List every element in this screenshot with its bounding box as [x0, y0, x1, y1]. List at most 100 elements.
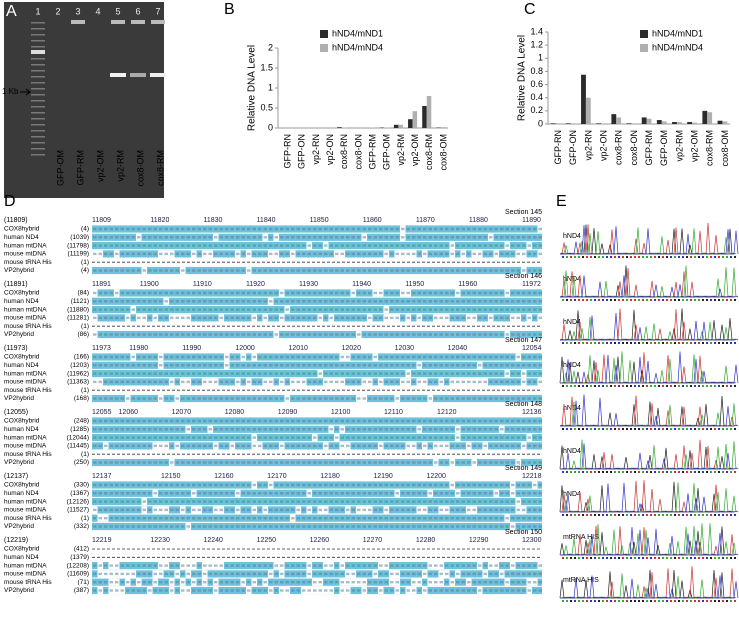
- base: [285, 364, 289, 367]
- ladder-band: [31, 58, 45, 60]
- ladder-band: [31, 22, 45, 24]
- bar: [702, 110, 708, 124]
- x-tick-label: vp2-RN: [311, 134, 321, 165]
- base: [456, 564, 460, 567]
- base: [538, 492, 542, 495]
- base: [357, 572, 361, 576]
- base: [483, 419, 487, 423]
- position-tick: 12170: [267, 473, 287, 480]
- base: [98, 269, 102, 272]
- base: [252, 444, 256, 448]
- base: [170, 444, 174, 448]
- base: [269, 436, 273, 439]
- base: [164, 428, 168, 431]
- base: [137, 355, 141, 359]
- base-call: [606, 256, 608, 258]
- base: [219, 483, 223, 487]
- base: [395, 380, 399, 384]
- base: [368, 589, 372, 592]
- base: [538, 227, 542, 231]
- base: [302, 508, 306, 512]
- row-name: VP2hybrid: [4, 587, 34, 594]
- base: [164, 525, 168, 528]
- base-call: [674, 299, 676, 301]
- position-tick: 11910: [193, 281, 212, 288]
- base: [142, 227, 146, 231]
- base: [131, 428, 135, 431]
- base-call: [662, 342, 664, 344]
- base: [104, 291, 108, 295]
- base: [164, 333, 168, 336]
- base: [98, 364, 102, 367]
- base: [478, 300, 482, 303]
- base: [126, 461, 130, 464]
- base: [291, 572, 295, 576]
- base-call: [586, 600, 588, 602]
- base: [98, 500, 102, 503]
- base: [467, 269, 471, 272]
- base-call: [662, 385, 664, 387]
- base: [527, 236, 531, 239]
- base-call: [670, 471, 672, 473]
- base-call: [650, 385, 652, 387]
- base: [494, 500, 498, 503]
- base: [478, 461, 482, 464]
- base-call: [718, 514, 720, 516]
- base: [357, 461, 361, 464]
- base: [241, 300, 245, 303]
- base: [263, 444, 267, 448]
- base-call: [666, 299, 668, 301]
- base: [357, 589, 361, 592]
- base: [318, 333, 322, 336]
- base-call: [734, 471, 736, 473]
- base: [153, 316, 157, 320]
- base: [428, 517, 432, 520]
- base: [390, 244, 394, 247]
- base: [390, 517, 394, 520]
- base: [307, 308, 311, 311]
- base: [247, 461, 251, 464]
- base: [511, 308, 515, 311]
- base: [516, 269, 520, 272]
- base: [379, 444, 383, 448]
- row-position: (1285): [70, 426, 89, 433]
- row-name: mouse tRNA His: [4, 515, 52, 522]
- base: [456, 517, 460, 520]
- base: [258, 252, 262, 256]
- base-call: [710, 471, 712, 473]
- base: [313, 444, 317, 448]
- base: [159, 508, 163, 512]
- base: [423, 525, 427, 528]
- base: [252, 364, 256, 367]
- base: [98, 227, 102, 231]
- base: [395, 333, 399, 336]
- base: [93, 428, 97, 431]
- base-call: [690, 256, 692, 258]
- base: [280, 517, 284, 520]
- base: [181, 581, 185, 584]
- base-call: [730, 342, 732, 344]
- base: [357, 500, 361, 503]
- base: [280, 564, 284, 567]
- base: [137, 444, 141, 448]
- base-call: [638, 299, 640, 301]
- base: [148, 300, 152, 303]
- base: [340, 508, 344, 512]
- base: [109, 508, 113, 512]
- row-name: human mtDNA: [4, 306, 47, 313]
- base: [472, 291, 476, 295]
- base: [472, 316, 476, 320]
- base: [318, 564, 322, 567]
- base: [280, 436, 284, 439]
- base: [192, 227, 196, 231]
- base: [115, 436, 119, 439]
- base: [153, 444, 157, 448]
- base-call: [646, 600, 648, 602]
- base: [181, 227, 185, 231]
- row-name: human mtDNA: [4, 242, 47, 249]
- base: [329, 308, 333, 311]
- base: [511, 589, 515, 592]
- base: [280, 244, 284, 247]
- base: [142, 483, 146, 487]
- base: [324, 492, 328, 495]
